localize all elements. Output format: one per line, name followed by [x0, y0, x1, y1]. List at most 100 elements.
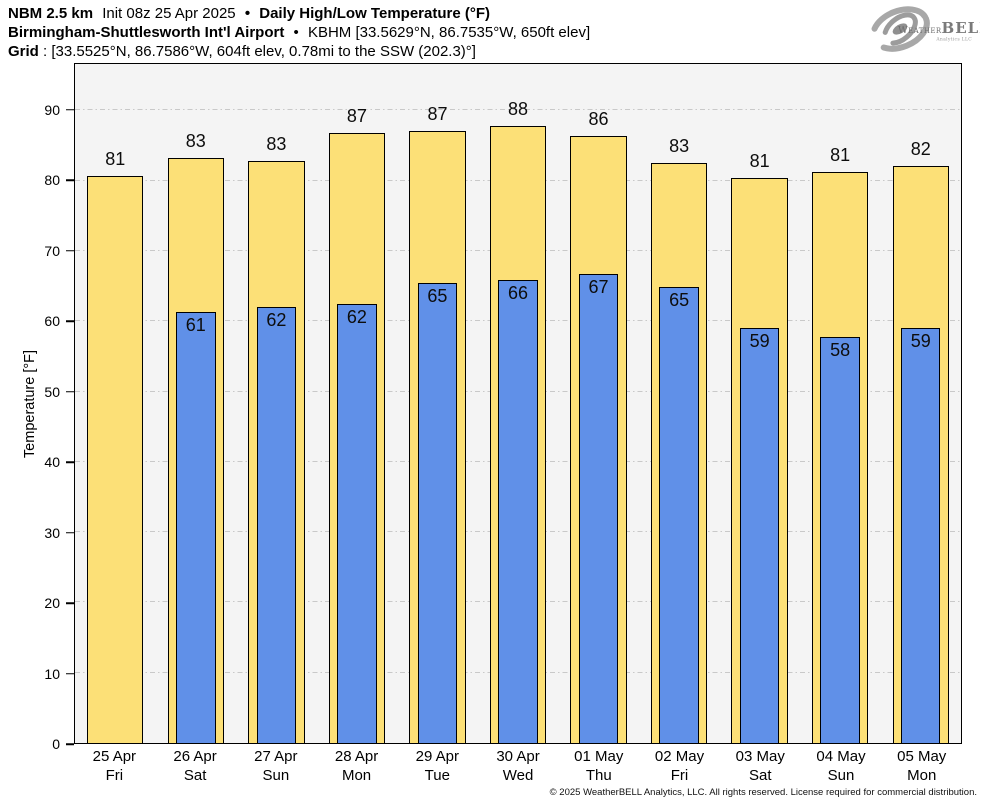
high-value-label: 82 [910, 138, 931, 159]
low-bar: 59 [739, 327, 780, 743]
high-value-label: 83 [669, 136, 690, 157]
high-bar [87, 176, 144, 743]
header-line-1: NBM 2.5 km Init 08z 25 Apr 2025 • Daily … [8, 4, 590, 23]
y-tick-mark-30 [66, 531, 74, 534]
bar-group-05-may: 82 59 [880, 64, 961, 743]
low-value-label: 58 [830, 340, 851, 361]
y-tick-mark-90 [66, 108, 74, 111]
y-axis: 0 10 20 30 40 50 60 70 80 90 [0, 63, 984, 752]
low-value-label: 59 [749, 330, 770, 351]
low-bar: 65 [659, 286, 699, 743]
bar-group-26-apr: 83 61 [156, 64, 237, 743]
y-tick-label-10: 10 [44, 665, 60, 682]
high-value-label: 83 [185, 131, 206, 152]
bar-group-04-may: 81 58 [800, 64, 881, 743]
chart-area: Temperature [°F] 0 10 20 30 40 50 60 70 80 90 81 8… [0, 63, 984, 752]
y-tick-label-0: 0 [52, 736, 60, 752]
x-tick-label-27-apr: 27 Apr Sun [235, 747, 316, 785]
y-tick-label-70: 70 [44, 242, 60, 259]
separator-bullet: • [293, 24, 299, 41]
y-tick-mark-40 [66, 461, 74, 463]
x-tick-day: Sat [183, 767, 207, 784]
low-bar: 62 [256, 307, 297, 743]
y-tick-mark-80 [66, 179, 74, 181]
x-tick-label-02-may: 02 May Fri [639, 747, 720, 785]
chart-title: Daily High/Low Temperature (°F) [259, 5, 490, 22]
x-tick-label-01-may: 01 May Thu [558, 747, 639, 785]
y-tick-label-60: 60 [44, 313, 60, 330]
high-value-label: 86 [588, 109, 609, 130]
bar-group-28-apr: 87 62 [317, 64, 398, 743]
header-line-3: Grid : [33.5525°N, 86.7586°W, 604ft elev… [8, 42, 590, 61]
low-value-label: 59 [910, 330, 931, 351]
low-value-label: 62 [266, 310, 287, 331]
x-tick-label-03-may: 03 May Sat [720, 747, 801, 785]
grid-details: : [33.5525°N, 86.7586°W, 604ft elev, 0.7… [43, 43, 476, 60]
gridline-90 [75, 109, 961, 111]
copyright-notice: © 2025 WeatherBELL Analytics, LLC. All r… [549, 787, 977, 798]
grid-label: Grid [8, 43, 39, 60]
low-bar: 66 [498, 279, 538, 743]
x-tick-label-29-apr: 29 Apr Tue [397, 747, 478, 785]
low-value-label: 62 [346, 307, 367, 328]
low-bar: 65 [417, 282, 458, 743]
logo-bell-text: BELL [942, 19, 980, 37]
x-tick-label-05-may: 05 May Mon [881, 747, 962, 785]
y-tick-mark-60 [66, 320, 74, 322]
high-value-label: 87 [427, 104, 448, 125]
high-value-label: 81 [830, 144, 851, 165]
x-tick-date: 27 Apr [254, 748, 298, 765]
high-value-label: 87 [346, 105, 367, 126]
low-bar: 62 [337, 304, 377, 743]
y-tick-label-40: 40 [44, 454, 60, 470]
low-value-label: 65 [427, 285, 448, 306]
x-tick-day: Wed [502, 767, 534, 784]
logo-text: WeatherBELL [898, 19, 980, 37]
low-bar: 61 [176, 312, 216, 743]
high-value-label: 81 [105, 149, 126, 170]
bar-group-01-may: 86 67 [558, 64, 639, 743]
x-tick-date: 04 May [816, 748, 866, 765]
header-line-2: Birmingham-Shuttlesworth Int'l Airport •… [8, 23, 590, 42]
bar-group-30-apr: 88 66 [478, 64, 559, 743]
x-tick-date: 02 May [654, 748, 705, 765]
init-time: Init 08z 25 Apr 2025 [102, 5, 236, 22]
x-tick-date: 26 Apr [173, 748, 217, 765]
bar-group-27-apr: 83 62 [236, 64, 317, 743]
y-tick-label-20: 20 [44, 595, 60, 611]
high-value-label: 81 [749, 150, 770, 171]
bar-group-03-may: 81 59 [719, 64, 800, 743]
x-tick-day: Tue [424, 767, 450, 784]
logo-weather-text: Weather [898, 25, 942, 36]
x-tick-day: Mon [341, 767, 372, 784]
y-tick-mark-50 [66, 390, 74, 393]
low-bar: 59 [901, 327, 941, 743]
x-tick-label-28-apr: 28 Apr Mon [316, 747, 397, 785]
hurricane-swirl-icon [870, 6, 930, 52]
y-tick-mark-0 [66, 743, 74, 745]
chart-header: NBM 2.5 km Init 08z 25 Apr 2025 • Daily … [8, 4, 590, 61]
station-name: Birmingham-Shuttlesworth Int'l Airport [8, 24, 285, 41]
x-tick-label-04-may: 04 May Sun [801, 747, 882, 785]
plot-frame: 81 83 61 83 62 87 62 87 65 88 66 86 67 83 65 81 59 81 58 82… [74, 63, 962, 744]
high-value-label: 88 [507, 98, 529, 119]
x-tick-date: 29 Apr [415, 748, 459, 765]
x-tick-date: 01 May [574, 748, 624, 765]
y-tick-mark-70 [66, 249, 74, 252]
y-tick-label-30: 30 [44, 524, 60, 541]
y-tick-label-90: 90 [44, 101, 60, 118]
logo-subtext: Analytics LLC [935, 37, 972, 43]
low-value-label: 67 [588, 277, 609, 298]
x-tick-label-30-apr: 30 Apr Wed [478, 747, 559, 785]
bar-group-29-apr: 87 65 [397, 64, 478, 743]
y-tick-label-50: 50 [44, 383, 60, 400]
station-details: KBHM [33.5629°N, 86.7535°W, 650ft elev] [307, 24, 591, 41]
x-tick-day: Thu [585, 767, 612, 784]
x-tick-date: 25 Apr [92, 748, 137, 765]
x-tick-date: 05 May [897, 748, 947, 765]
x-tick-day: Sat [748, 767, 772, 784]
x-tick-day: Mon [907, 767, 937, 784]
y-tick-label-80: 80 [44, 172, 60, 189]
high-value-label: 83 [266, 134, 287, 154]
bar-group-02-may: 83 65 [639, 64, 720, 743]
